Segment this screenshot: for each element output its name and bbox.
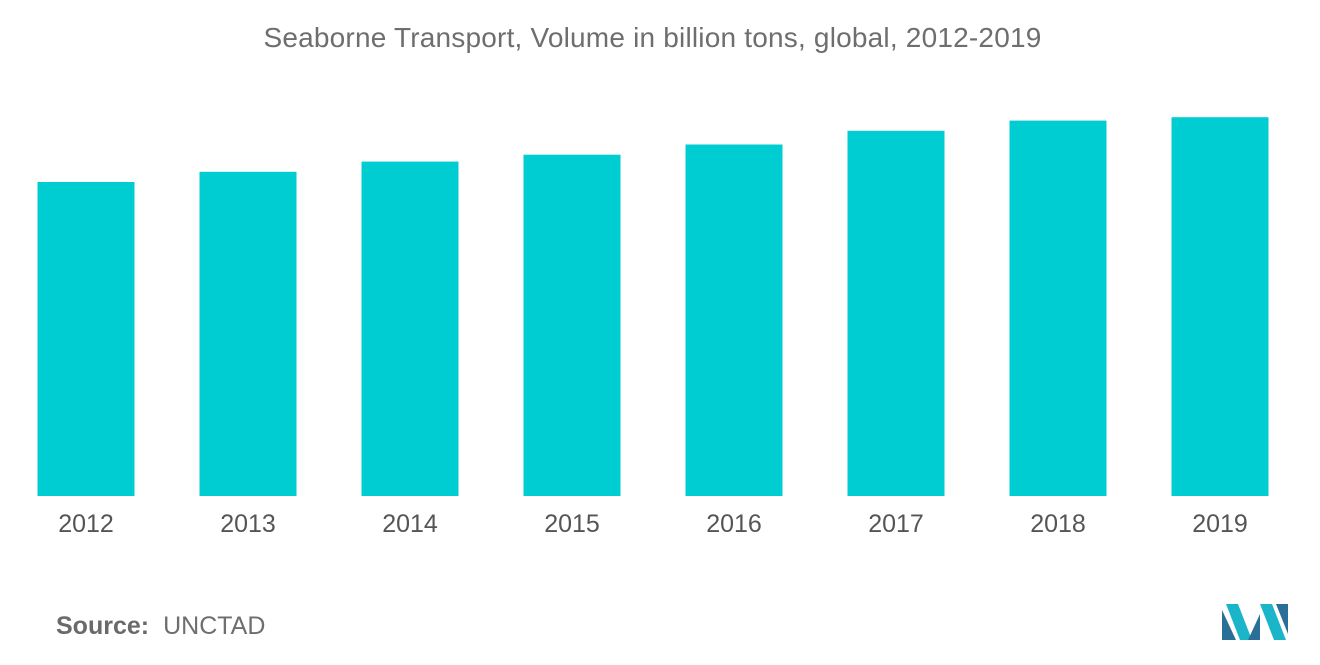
x-tick-label-2012: 2012 bbox=[58, 510, 114, 538]
x-tick-labels: 2012 2013 2014 2015 2016 2017 2018 2019 bbox=[58, 510, 1248, 538]
x-tick-label-2016: 2016 bbox=[706, 510, 762, 538]
bar-2013 bbox=[199, 171, 297, 497]
chart-title: Seaborne Transport, Volume in billion to… bbox=[263, 22, 1042, 53]
source-label: Source: bbox=[56, 612, 150, 640]
x-tick-label-2018: 2018 bbox=[1030, 510, 1086, 538]
source-note: Source: UNCTAD bbox=[56, 612, 265, 641]
source-value: UNCTAD bbox=[163, 612, 266, 640]
bar-2017 bbox=[847, 130, 945, 497]
x-tick-label-2019: 2019 bbox=[1192, 510, 1248, 538]
x-tick-label-2015: 2015 bbox=[544, 510, 600, 538]
bar-2014 bbox=[361, 161, 459, 496]
bar-2012 bbox=[37, 182, 135, 496]
x-tick-label-2017: 2017 bbox=[868, 510, 924, 538]
bar-2015 bbox=[523, 154, 621, 496]
bar-2019 bbox=[1171, 117, 1269, 496]
bars-group bbox=[37, 117, 1269, 497]
x-tick-label-2013: 2013 bbox=[220, 510, 276, 538]
bar-2016 bbox=[685, 144, 783, 496]
bar-2018 bbox=[1009, 120, 1107, 496]
mordor-intelligence-logo-icon bbox=[1222, 604, 1288, 640]
x-tick-label-2014: 2014 bbox=[382, 510, 438, 538]
